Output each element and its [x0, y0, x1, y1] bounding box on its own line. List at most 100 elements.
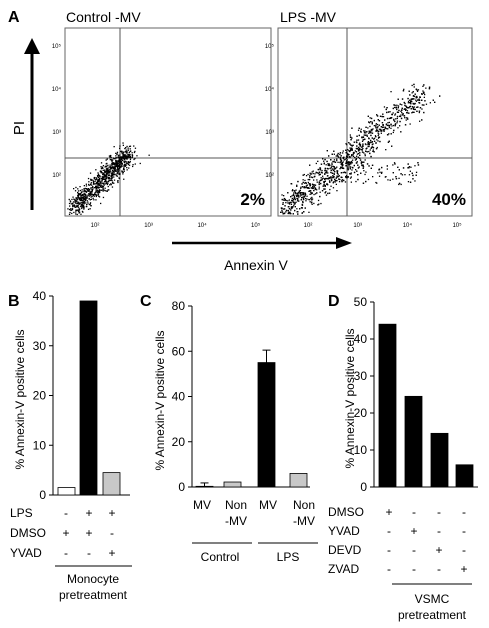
- flow-event-dot: [401, 107, 403, 109]
- flow-event-dot: [85, 188, 88, 190]
- flow-event-dot: [110, 177, 112, 180]
- flow-event-dot: [362, 139, 364, 141]
- flow-event-dot: [389, 111, 391, 113]
- flow-event-dot: [117, 163, 119, 165]
- flow-event-dot: [100, 202, 102, 205]
- flow-event-dot: [371, 146, 373, 148]
- flow-event-dot: [288, 206, 290, 208]
- flow-event-dot: [363, 130, 365, 132]
- flow-event-dot: [347, 176, 349, 178]
- flow-event-dot: [346, 162, 348, 164]
- flow-event-dot: [117, 171, 119, 173]
- flow-event-dot: [115, 165, 118, 167]
- flow-event-dot: [84, 201, 86, 203]
- flow-event-dot: [77, 196, 80, 198]
- flow-event-dot: [352, 155, 355, 157]
- flow-event-dot: [423, 96, 425, 98]
- flow-event-dot: [111, 159, 113, 161]
- flow-event-dot: [84, 193, 86, 195]
- flow-event-dot: [88, 198, 90, 200]
- flow-event-dot: [385, 123, 388, 125]
- flow-event-dot: [369, 125, 371, 128]
- flow-event-dot: [122, 171, 124, 173]
- panel-b-treatment-sign: -: [87, 546, 91, 560]
- flow-event-dot: [80, 203, 82, 206]
- flow-event-dot: [102, 176, 104, 178]
- flow-event-dot: [83, 207, 85, 209]
- flow-event-dot: [103, 175, 105, 177]
- flow-event-dot: [103, 184, 105, 186]
- flow-event-dot: [109, 157, 111, 159]
- flow-event-dot: [311, 198, 314, 200]
- flow-event-dot: [293, 204, 295, 206]
- flow-event-dot: [116, 153, 118, 155]
- flow-event-dot: [120, 150, 122, 153]
- flow-event-dot: [390, 123, 392, 125]
- flow-event-dot: [133, 158, 135, 161]
- flow-event-dot: [346, 156, 348, 158]
- flow-event-dot: [97, 173, 100, 175]
- flow-event-dot: [291, 190, 294, 192]
- flow-event-dot: [378, 124, 380, 126]
- flow-event-dot: [102, 190, 104, 192]
- flow-event-dot: [128, 152, 130, 154]
- flow-event-dot: [402, 167, 405, 169]
- flow-event-dot: [97, 175, 99, 178]
- flow-event-dot: [400, 173, 402, 175]
- flow-event-dot: [68, 198, 70, 201]
- flow-event-dot: [358, 149, 360, 151]
- flow-event-dot: [417, 99, 419, 101]
- flow-event-dot: [392, 172, 394, 174]
- panel-d-treatment-sign: -: [387, 562, 391, 576]
- flow-event-dot: [369, 152, 371, 155]
- flow-event-dot: [408, 107, 410, 109]
- flow-event-dot: [291, 197, 293, 200]
- flow-event-dot: [99, 181, 101, 183]
- flow-event-dot: [69, 211, 71, 214]
- flow-event-dot: [323, 162, 325, 164]
- flow-event-dot: [81, 204, 83, 206]
- flow-event-dot: [397, 98, 399, 100]
- flow-event-dot: [100, 166, 102, 168]
- flow-event-dot: [102, 169, 104, 171]
- panel-b-group-label-1: Monocyte: [67, 572, 119, 586]
- flow-event-dot: [104, 187, 106, 189]
- flow-event-dot: [372, 149, 374, 151]
- flow-event-dot: [326, 160, 328, 163]
- flow-event-dot: [365, 180, 367, 183]
- flow-event-dot: [119, 165, 121, 168]
- flow-event-dot: [122, 151, 125, 153]
- flow-event-dot: [394, 123, 397, 125]
- flow-event-dot: [399, 115, 401, 117]
- flow-event-dot: [370, 147, 372, 149]
- flow-event-dot: [358, 143, 360, 145]
- flow-event-dot: [381, 130, 383, 132]
- flow-event-dot: [114, 174, 116, 176]
- flow-event-dot: [104, 178, 106, 180]
- flow-event-dot: [121, 150, 123, 152]
- flow-event-dot: [118, 162, 120, 164]
- flow-event-dot: [372, 147, 375, 149]
- flow-event-dot: [82, 193, 84, 196]
- flow-event-dot: [297, 200, 300, 202]
- flow-event-dot: [394, 125, 396, 127]
- flow-event-dot: [392, 164, 394, 166]
- flow-event-dot: [323, 160, 325, 162]
- flow-event-dot: [330, 159, 332, 161]
- flow-event-dot: [302, 179, 304, 181]
- flow-event-dot: [387, 141, 390, 143]
- panel-b-y-tick-label: 20: [33, 389, 47, 403]
- flow-event-dot: [381, 171, 383, 174]
- flow-event-dot: [409, 94, 411, 96]
- flow-event-dot: [89, 192, 91, 194]
- flow-event-dot: [110, 155, 112, 157]
- flow-event-dot: [358, 134, 360, 137]
- flow-event-dot: [309, 164, 311, 166]
- flow-event-dot: [78, 206, 80, 208]
- flow-event-dot: [370, 117, 373, 120]
- flow-event-dot: [300, 192, 302, 194]
- flow-event-dot: [439, 95, 441, 97]
- flow-event-dot: [111, 169, 114, 171]
- flow-event-dot: [115, 159, 117, 161]
- flow-event-dot: [106, 167, 108, 169]
